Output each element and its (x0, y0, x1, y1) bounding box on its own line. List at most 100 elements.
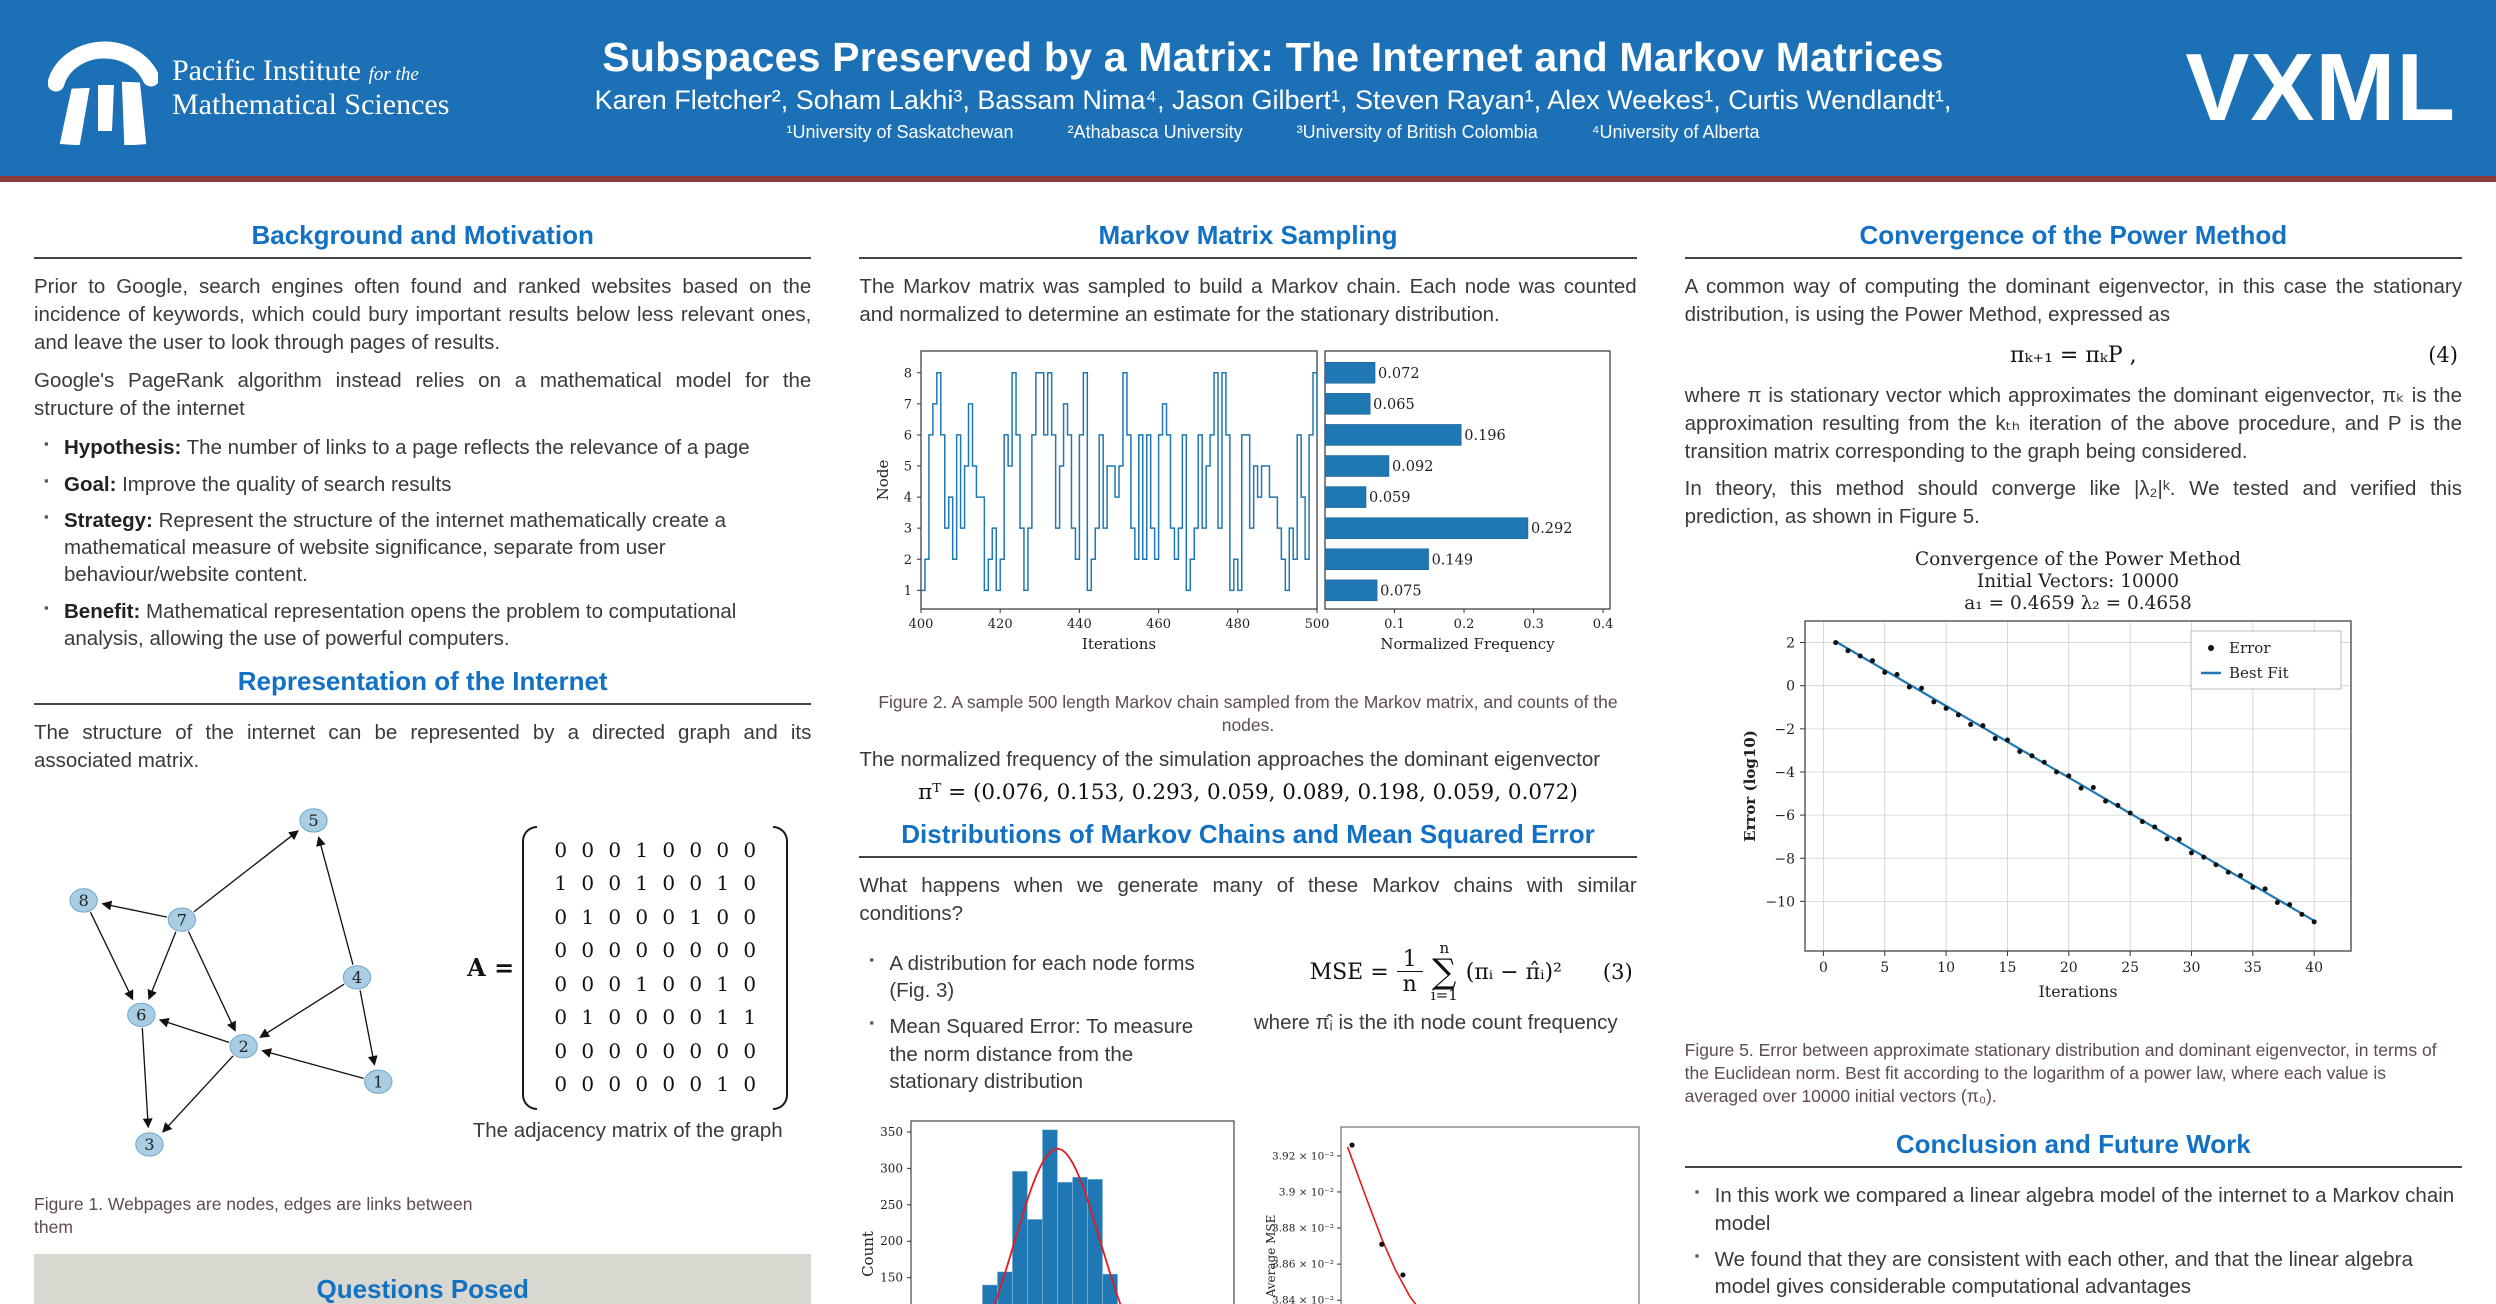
svg-text:300: 300 (880, 1161, 903, 1175)
section-title-representation: Representation of the Internet (237, 666, 608, 697)
svg-text:3.88 × 10⁻²: 3.88 × 10⁻² (1272, 1223, 1334, 1235)
matrix-paren-right (773, 825, 789, 1110)
svg-text:1: 1 (373, 1072, 383, 1091)
svg-text:40: 40 (2306, 960, 2324, 976)
vxml-logo: VXML (2185, 34, 2456, 141)
left-column: Background and Motivation Prior to Googl… (34, 206, 812, 1304)
pi-vector-equation: πᵀ = (0.076, 0.153, 0.293, 0.059, 0.089,… (918, 780, 1578, 806)
bullet-strategy: Strategy: Represent the structure of the… (44, 507, 811, 589)
pims-logo-text: Pacific Institute for the Mathematical S… (172, 54, 450, 121)
svg-text:8: 8 (78, 891, 88, 910)
header-banner: Pacific Institute for the Mathematical S… (0, 0, 2496, 176)
svg-text:−4: −4 (1775, 765, 1796, 781)
svg-text:Convergence of the Power Metho: Convergence of the Power Method (1915, 549, 2241, 570)
representation-intro: The structure of the internet can be rep… (34, 721, 812, 772)
matrix-paren-left (522, 825, 538, 1110)
svg-text:2: 2 (904, 553, 912, 568)
svg-text:350: 350 (880, 1125, 903, 1139)
affiliation-1: ¹University of Saskatchewan (786, 121, 1014, 142)
svg-text:5: 5 (308, 811, 318, 830)
svg-text:Average MSE: Average MSE (1264, 1215, 1278, 1299)
figure4-block: 10²10³3.8 × 10⁻²3.82 × 10⁻²3.84 × 10⁻²3.… (1259, 1113, 1640, 1304)
section-title-sampling: Markov Matrix Sampling (1098, 220, 1398, 250)
svg-text:440: 440 (1067, 617, 1092, 632)
header-divider (0, 176, 2496, 182)
svg-text:Best Fit: Best Fit (2229, 664, 2289, 682)
section-title-conclusion: Conclusion and Future Work (1895, 1129, 2251, 1160)
section-title-distributions: Distributions of Markov Chains and Mean … (901, 819, 1595, 850)
section-rule (1684, 1166, 2462, 1169)
svg-text:7: 7 (904, 397, 912, 412)
conclusion-bullet-2: We found that they are consistent with e… (1695, 1246, 2462, 1301)
affiliation-2: ²Athabasca University (1067, 121, 1243, 142)
right-column: Convergence of the Power Method A common… (1684, 206, 2462, 1304)
conclusion-bullet-1: In this work we compared a linear algebr… (1695, 1182, 2462, 1237)
svg-text:0: 0 (1786, 679, 1795, 695)
distributions-bullets: A distribution for each node forms (Fig.… (859, 950, 1217, 1095)
power-method-theory: In theory, this method should converge l… (1684, 477, 2462, 529)
svg-text:2: 2 (1786, 636, 1795, 652)
distributions-split: A distribution for each node forms (Fig.… (859, 938, 1636, 1107)
svg-text:3: 3 (144, 1135, 154, 1154)
svg-text:0.059: 0.059 (1369, 490, 1411, 506)
matrix-caption: The adjacency matrix of the graph (472, 1118, 783, 1142)
svg-text:Error: Error (2229, 639, 2271, 657)
svg-text:−10: −10 (1766, 895, 1796, 911)
svg-text:3.84 × 10⁻²: 3.84 × 10⁻² (1272, 1295, 1334, 1304)
where-pi-hat-text: where π̂ᵢ is the ith node count frequenc… (1253, 1010, 1618, 1034)
figure5-chart: Convergence of the Power Method Initial V… (1685, 541, 2462, 1031)
distributions-question: What happens when we generate many of th… (859, 874, 1637, 925)
section-rule (859, 856, 1637, 859)
svg-text:Count: Count (859, 1231, 877, 1277)
conclusion-bullets: In this work we compared a linear algebr… (1685, 1182, 2462, 1300)
svg-text:0.3: 0.3 (1524, 617, 1545, 632)
svg-text:0.149: 0.149 (1432, 552, 1474, 568)
svg-text:1: 1 (904, 584, 912, 599)
svg-text:0.1: 0.1 (1385, 617, 1406, 632)
svg-text:10: 10 (1937, 960, 1955, 976)
svg-text:0.092: 0.092 (1392, 459, 1434, 475)
svg-text:Node: Node (875, 459, 892, 500)
svg-text:Error (log10): Error (log10) (1741, 730, 1759, 842)
svg-text:4: 4 (904, 490, 912, 505)
svg-text:0.075: 0.075 (1381, 583, 1423, 599)
svg-text:0.072: 0.072 (1379, 366, 1421, 382)
equation-4: πₖ₊₁ = πₖP , (4) (2010, 342, 2458, 368)
section-title-power-method: Convergence of the Power Method (1859, 220, 2288, 250)
equation-4-number: (4) (2428, 343, 2458, 368)
directed-graph-figure: 1 2 3 4 5 6 7 8 (34, 785, 434, 1185)
section-rule (859, 257, 1637, 259)
sampling-intro: The Markov matrix was sampled to build a… (859, 275, 1637, 326)
figure5-caption: Figure 5. Error between approximate stat… (1684, 1040, 2437, 1106)
svg-text:400: 400 (909, 617, 934, 632)
svg-text:a₁ = 0.4659 λ₂ = 0.4658: a₁ = 0.4659 λ₂ = 0.4658 (1965, 593, 2192, 614)
svg-text:Initial Vectors: 10000: Initial Vectors: 10000 (1977, 571, 2179, 592)
svg-text:500: 500 (1305, 617, 1330, 632)
svg-text:0.065: 0.065 (1374, 397, 1416, 413)
svg-text:0.4: 0.4 (1593, 617, 1614, 632)
svg-text:0.2: 0.2 (1454, 617, 1475, 632)
section-rule (34, 703, 812, 706)
svg-text:5: 5 (904, 459, 912, 474)
pims-logo-block: Pacific Institute for the Mathematical S… (0, 27, 480, 150)
poster-body: Background and Motivation Prior to Googl… (0, 182, 2496, 1304)
section-title-questions: Questions Posed (316, 1274, 529, 1304)
figure1-caption: Figure 1. Webpages are nodes, edges are … (34, 1193, 473, 1237)
svg-text:6: 6 (904, 428, 912, 443)
svg-text:3.9 × 10⁻²: 3.9 × 10⁻² (1279, 1187, 1334, 1199)
figures-3-4-row: 0.0760.0780.0800.08205010015020025030035… (859, 1113, 1640, 1304)
svg-text:6: 6 (136, 1005, 146, 1024)
pims-logo-icon (47, 27, 160, 150)
svg-text:−8: −8 (1775, 851, 1796, 867)
svg-text:7: 7 (177, 910, 187, 929)
svg-text:15: 15 (1999, 960, 2017, 976)
equation-3-number: (3) (1602, 960, 1633, 985)
background-paragraph-2: Google's PageRank algorithm instead reli… (34, 368, 812, 420)
figure2-chart: 1 2 3 4 5 6 7 8 400 420 440 460 480 500 Iterations Node… (859, 341, 1636, 677)
svg-text:3: 3 (904, 521, 912, 536)
bullet-benefit: Benefit: Mathematical representation ope… (44, 598, 811, 653)
svg-text:−2: −2 (1775, 722, 1796, 738)
